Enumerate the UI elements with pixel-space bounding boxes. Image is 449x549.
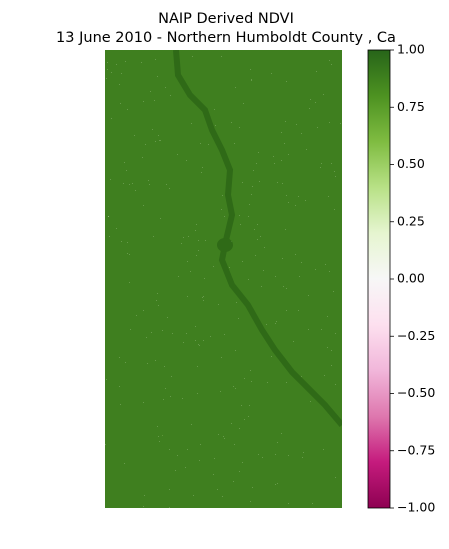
ndvi-image: [105, 50, 342, 508]
colorbar-tick-label: 0.00: [397, 271, 425, 286]
river-pool: [217, 238, 233, 252]
colorbar-tick-label: 0.25: [397, 213, 425, 228]
chart-title: NAIP Derived NDVI: [158, 11, 294, 27]
image-speckle: [105, 50, 342, 508]
colorbar-tick-label: −0.50: [397, 385, 435, 400]
colorbar-tick-label: −1.00: [397, 500, 435, 515]
colorbar: [367, 49, 391, 509]
chart-subtitle: 13 June 2010 - Northern Humboldt County …: [56, 30, 396, 46]
colorbar-tick-label: −0.75: [397, 442, 435, 457]
colorbar-tick-label: −0.25: [397, 328, 435, 343]
colorbar-tick-label: 1.00: [397, 42, 425, 57]
colorbar-tick-label: 0.50: [397, 156, 425, 171]
colorbar-tick-label: 0.75: [397, 99, 425, 114]
